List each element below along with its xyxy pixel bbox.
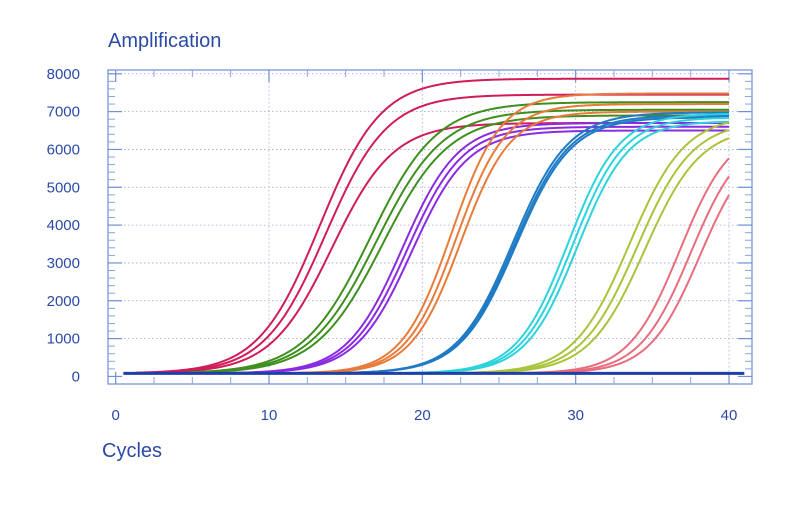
- amplification-curve: [383, 112, 730, 375]
- x-tick-label: 40: [721, 407, 738, 424]
- amplification-curve: [147, 121, 729, 374]
- x-tick-label: 20: [414, 407, 431, 424]
- y-tick-label: 0: [72, 368, 80, 385]
- y-tick-label: 5000: [47, 179, 80, 196]
- amplification-curve: [186, 101, 729, 374]
- y-tick-label: 8000: [47, 66, 80, 83]
- amplification-curve: [135, 77, 729, 374]
- y-tick-label: 2000: [47, 293, 80, 310]
- y-tick-label: 6000: [47, 141, 80, 158]
- series-lines: [123, 77, 745, 375]
- x-tick-label: 10: [261, 407, 278, 424]
- plot-frame: [107, 69, 753, 385]
- amplification-curve: [445, 121, 730, 375]
- x-tick-label: 0: [111, 407, 119, 424]
- amplification-curve: [506, 175, 730, 375]
- amplification-curve: [515, 194, 730, 375]
- chart-title: Amplification: [108, 30, 222, 52]
- amplification-curve: [192, 108, 729, 374]
- y-tick-label: 7000: [47, 104, 80, 121]
- amplification-curve: [460, 137, 730, 375]
- amplification-curve: [276, 110, 729, 375]
- amplification-curve: [331, 116, 730, 375]
- axis-ticks: [108, 70, 752, 384]
- y-tick-label: 4000: [47, 217, 80, 234]
- amplification-curve: [222, 125, 729, 375]
- amplification-curve: [495, 157, 730, 375]
- y-tick-label: 1000: [47, 331, 80, 348]
- amplification-curve: [393, 120, 730, 375]
- amplification-curve: [227, 129, 729, 375]
- x-tick-label: 30: [567, 407, 584, 424]
- y-tick-label: 3000: [47, 255, 80, 272]
- amplification-curve: [388, 116, 730, 375]
- x-axis-label: Cycles: [102, 440, 163, 462]
- tick-labels: 0 1000 2000 3000 4000 5000 6000 7000 8000 0 10 20 30…: [47, 66, 738, 424]
- amplification-curve: [218, 121, 729, 375]
